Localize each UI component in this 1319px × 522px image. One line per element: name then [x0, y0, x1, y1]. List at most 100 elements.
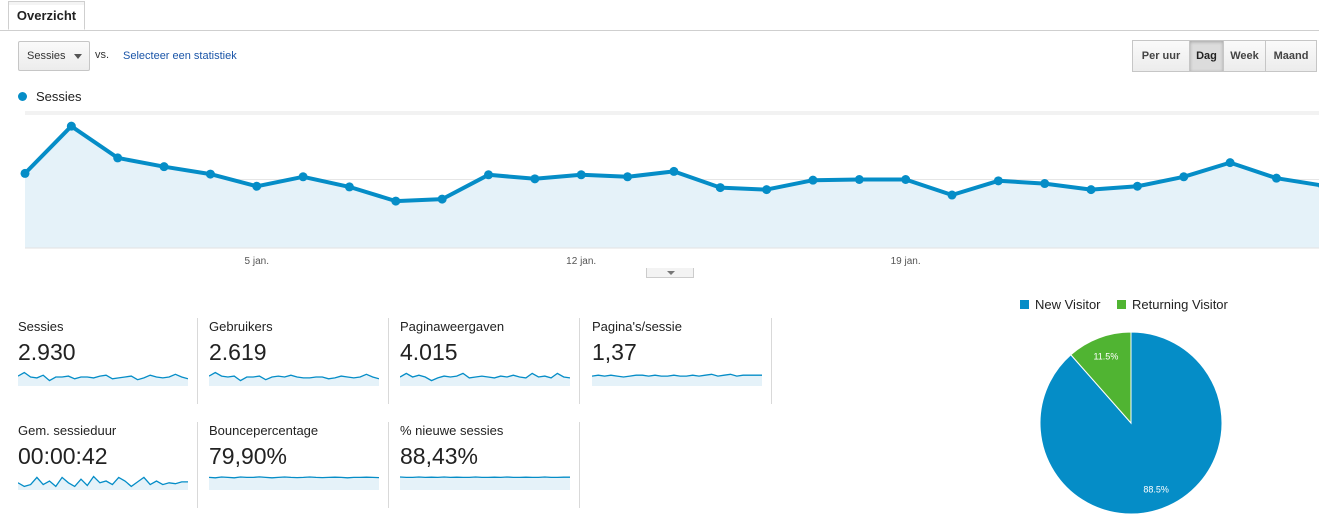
- data-point: [252, 181, 262, 191]
- sparkline-line: [18, 475, 188, 488]
- pie-slice-label: 88.5%: [1143, 484, 1169, 494]
- data-point: [66, 121, 76, 131]
- data-point: [298, 172, 308, 182]
- y-tick-label: 200: [28, 108, 45, 111]
- x-tick-label: 19 jan.: [891, 256, 921, 267]
- metric-tile-bounce-rate[interactable]: Bouncepercentage 79,90%: [209, 422, 389, 508]
- tile-divider: [771, 318, 772, 404]
- sparkline-line: [209, 371, 379, 382]
- data-point: [437, 194, 447, 204]
- metric-tile-sessions[interactable]: Sessies 2.930: [18, 318, 198, 404]
- data-point: [391, 196, 401, 206]
- metric-value: 4.015: [400, 339, 458, 365]
- sparkline-area: [209, 372, 379, 386]
- tab-overzicht[interactable]: Overzicht: [8, 1, 85, 30]
- metric-label: Gebruikers: [209, 319, 273, 334]
- tile-divider: [197, 318, 198, 404]
- metric-sparkline: [18, 475, 188, 490]
- data-point: [993, 176, 1003, 186]
- data-point: [1086, 185, 1096, 195]
- data-point: [20, 168, 30, 178]
- metric-label: Bouncepercentage: [209, 423, 319, 438]
- sparkline-area: [18, 476, 188, 490]
- metric-sparkline: [400, 476, 570, 490]
- tile-divider: [197, 422, 198, 508]
- metric-select[interactable]: Sessies: [18, 41, 90, 71]
- sparkline-area: [400, 373, 570, 386]
- metric-label: Pagina's/sessie: [592, 319, 682, 334]
- metric-value: 2.619: [209, 339, 267, 365]
- data-point: [530, 174, 540, 184]
- granularity-switch: Per uur Dag Week Maand: [1132, 40, 1317, 72]
- data-point: [576, 170, 586, 180]
- vs-label: vs.: [95, 49, 110, 61]
- tile-divider: [579, 422, 580, 508]
- data-point: [947, 190, 957, 200]
- sessions-area-chart: 1002005 jan.12 jan.19 jan.: [20, 108, 1319, 267]
- expand-arrow-icon: [667, 271, 675, 275]
- pie-slice: [1070, 331, 1132, 425]
- sparkline-line: [400, 372, 570, 382]
- data-point: [484, 170, 493, 180]
- metric-value: 1,37: [592, 339, 637, 365]
- metric-tile-new-sessions[interactable]: % nieuwe sessies 88,43%: [400, 422, 580, 508]
- metric-sparkline: [592, 373, 762, 386]
- pie-legend-new-visitor: New Visitor: [1020, 297, 1101, 312]
- metric-label: % nieuwe sessies: [400, 423, 504, 438]
- metric-label: Sessies: [18, 319, 64, 334]
- tile-divider: [579, 318, 580, 404]
- data-point: [715, 183, 725, 193]
- metric-value: 2.930: [18, 339, 76, 365]
- series-area-fill: [25, 126, 1319, 248]
- data-point: [1225, 158, 1235, 168]
- tab-bar: Overzicht: [0, 0, 1319, 31]
- chart-legend: Sessies: [18, 89, 82, 104]
- granularity-day-button[interactable]: Dag: [1189, 40, 1224, 72]
- sparkline-area: [18, 372, 188, 386]
- sparkline-line: [18, 371, 188, 382]
- x-tick-label: 12 jan.: [566, 256, 596, 267]
- visitor-type-pie-chart: 88.5% 11.5%: [1039, 331, 1223, 515]
- returning-visitor-swatch-icon: [1117, 300, 1126, 309]
- metric-label: Gem. sessieduur: [18, 423, 117, 438]
- metric-label: Paginaweergaven: [400, 319, 505, 334]
- sparkline-area: [209, 476, 379, 490]
- sparkline-line: [592, 373, 762, 378]
- pie-legend-returning-visitor: Returning Visitor: [1117, 297, 1228, 312]
- data-point: [205, 169, 215, 179]
- metric-tile-users[interactable]: Gebruikers 2.619: [209, 318, 389, 404]
- dropdown-caret-icon: [74, 54, 82, 59]
- data-point: [808, 175, 818, 185]
- data-point: [344, 182, 354, 192]
- data-point: [901, 175, 911, 184]
- data-point: [669, 166, 679, 176]
- metric-tile-pageviews[interactable]: Paginaweergaven 4.015: [400, 318, 580, 404]
- select-metric-link[interactable]: Selecteer een statistiek: [123, 50, 237, 62]
- sparkline-area: [592, 374, 762, 386]
- metric-value: 88,43%: [400, 443, 479, 469]
- data-point: [623, 172, 633, 182]
- data-point: [1271, 173, 1281, 183]
- series-marker-icon: [18, 92, 27, 101]
- collapse-chart-toggle[interactable]: [646, 268, 694, 278]
- x-tick-label: 5 jan.: [245, 256, 269, 267]
- pie-legend-label: New Visitor: [1035, 297, 1101, 312]
- granularity-week-button[interactable]: Week: [1223, 40, 1266, 72]
- sparkline-line: [209, 476, 379, 479]
- metric-tile-avg-session-duration[interactable]: Gem. sessieduur 00:00:42: [18, 422, 198, 508]
- legend-series-label: Sessies: [36, 89, 82, 104]
- metric-value: 00:00:42: [18, 443, 108, 469]
- data-point: [1040, 179, 1050, 189]
- data-point: [1179, 172, 1189, 182]
- pie-legend-label: Returning Visitor: [1132, 297, 1228, 312]
- data-point: [762, 185, 772, 195]
- metric-sparkline: [209, 476, 379, 490]
- granularity-hourly-button[interactable]: Per uur: [1132, 40, 1190, 72]
- data-point: [854, 175, 864, 184]
- tile-divider: [388, 422, 389, 508]
- data-point: [159, 162, 169, 172]
- metric-tile-pages-per-session[interactable]: Pagina's/sessie 1,37: [592, 318, 772, 404]
- sparkline-area: [400, 477, 570, 490]
- granularity-month-button[interactable]: Maand: [1265, 40, 1317, 72]
- data-point: [1132, 181, 1142, 191]
